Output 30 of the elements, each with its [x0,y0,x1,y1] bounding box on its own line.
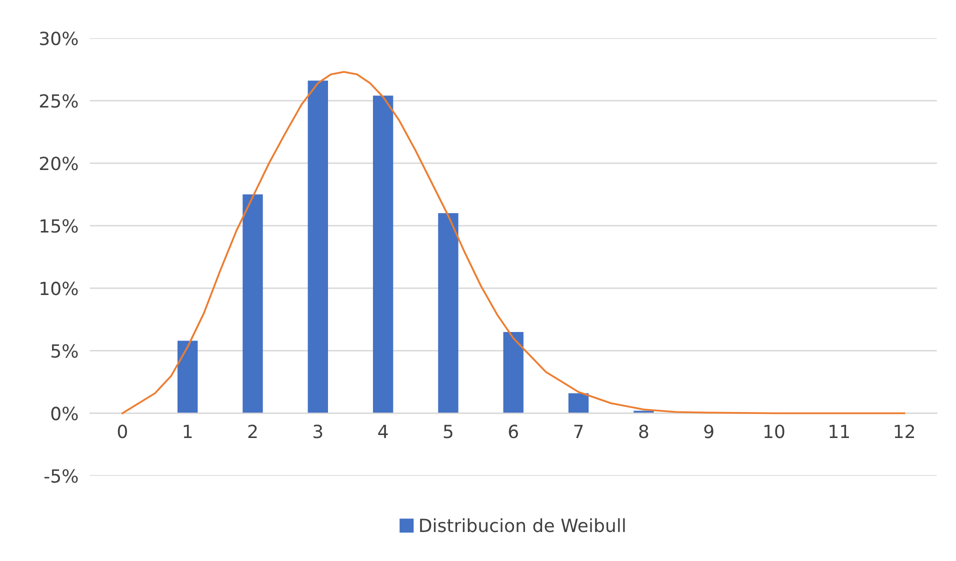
y-tick-label: 30% [40,32,78,46]
legend-label: Distribucion de Weibull [420,518,625,532]
x-tick-label: 1 [184,424,192,438]
x-tick-label: 6 [508,424,518,438]
bar [438,213,458,414]
bar [568,393,589,414]
x-tick-label: 5 [444,424,452,438]
y-tick-label: 20% [40,156,78,170]
bar [372,96,394,414]
bar [178,340,198,414]
x-tick-label: 8 [639,424,648,438]
x-tick-label: 0 [118,424,127,438]
y-tick-label: 25% [40,94,78,108]
x-tick-label: 4 [378,424,388,438]
y-tick-label: 15% [40,219,78,233]
x-tick-label: 11 [830,424,849,438]
bar [503,332,524,414]
x-tick-label: 7 [574,424,583,438]
y-tick-label: -5% [44,469,78,483]
y-tick-label: 5% [52,344,78,358]
x-tick-label: 10 [764,424,784,438]
bar [242,194,263,414]
line-series [122,71,906,414]
x-tick-label: 3 [314,424,322,438]
x-tick-label: 9 [704,424,714,438]
y-tick-label: 0% [51,406,78,420]
y-tick-label: 10% [40,282,78,296]
x-tick-label: 2 [248,424,257,438]
bar [308,80,328,414]
x-tick-label: 12 [894,424,914,438]
